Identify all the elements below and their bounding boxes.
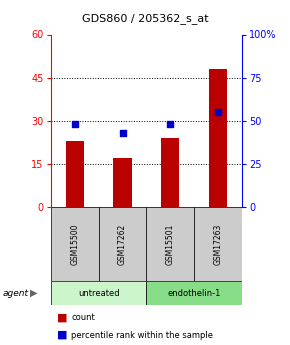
- Text: ■: ■: [57, 330, 67, 340]
- Text: agent: agent: [3, 289, 29, 298]
- Text: GSM17262: GSM17262: [118, 224, 127, 265]
- Point: [168, 121, 173, 127]
- Bar: [209, 69, 227, 207]
- Bar: [161, 138, 180, 207]
- Text: ▶: ▶: [30, 288, 37, 298]
- Bar: [113, 158, 132, 207]
- Text: GDS860 / 205362_s_at: GDS860 / 205362_s_at: [82, 13, 208, 24]
- Point: [72, 121, 77, 127]
- Text: endothelin-1: endothelin-1: [168, 289, 221, 298]
- Bar: [51, 207, 99, 281]
- Bar: [146, 281, 242, 305]
- Bar: [66, 141, 84, 207]
- Bar: [146, 207, 194, 281]
- Text: ■: ■: [57, 312, 67, 322]
- Bar: [51, 281, 146, 305]
- Text: GSM15500: GSM15500: [70, 223, 79, 265]
- Bar: [99, 207, 146, 281]
- Text: count: count: [71, 313, 95, 322]
- Text: GSM15501: GSM15501: [166, 224, 175, 265]
- Point: [216, 109, 220, 115]
- Bar: [194, 207, 242, 281]
- Text: GSM17263: GSM17263: [214, 224, 223, 265]
- Text: percentile rank within the sample: percentile rank within the sample: [71, 331, 213, 339]
- Point: [120, 130, 125, 136]
- Text: untreated: untreated: [78, 289, 119, 298]
